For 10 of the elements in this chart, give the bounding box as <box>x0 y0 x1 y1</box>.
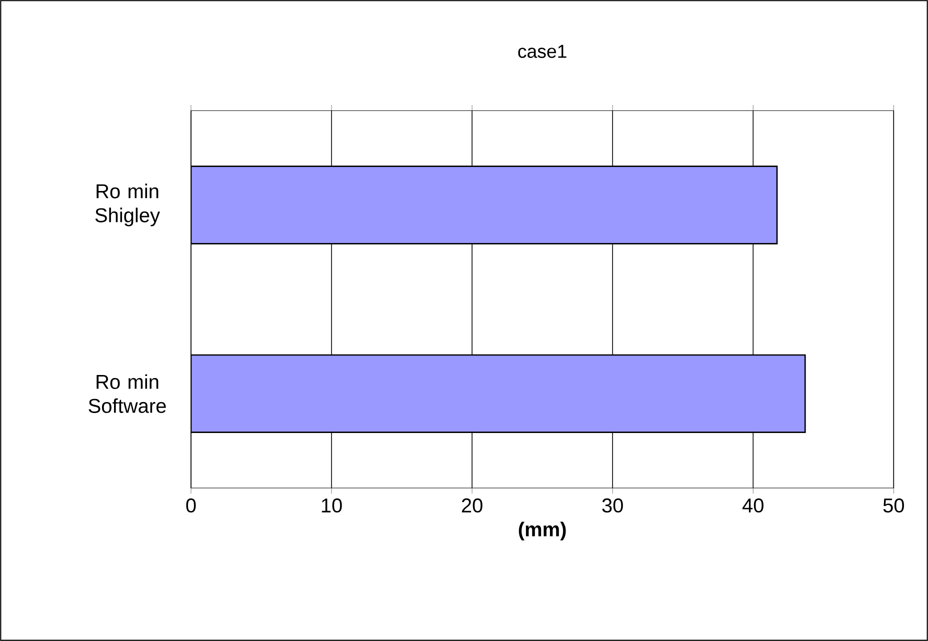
y-tick-label: Ro min Software <box>88 374 166 413</box>
x-tick-label: 20 <box>462 498 482 513</box>
x-tick-label: 40 <box>742 498 764 513</box>
chart-title: case1 <box>518 44 566 58</box>
x-tick-label: 50 <box>883 498 904 513</box>
x-axis-title: (mm) <box>518 522 566 540</box>
x-tick-label: 10 <box>322 498 342 513</box>
y-tick-label: Ro min Shigley <box>95 184 160 226</box>
x-tick-label: 0 <box>186 498 196 513</box>
x-tick-label: 30 <box>602 498 623 513</box>
